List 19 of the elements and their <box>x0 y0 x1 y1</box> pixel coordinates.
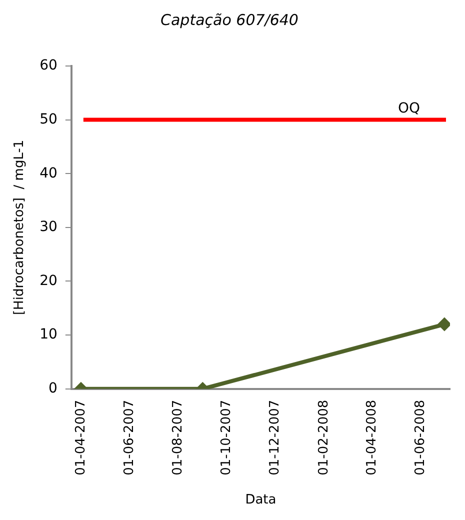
x-tick-label: 01-02-2008 <box>316 400 332 476</box>
y-tick-label: 10 <box>40 326 58 343</box>
x-tick-label: 01-04-2007 <box>73 400 88 476</box>
y-axis-title: [Hidrocarbonetos] / mgL-1 <box>12 140 28 316</box>
x-tick-label: 01-12-2007 <box>267 400 282 476</box>
x-tick-label: 01-08-2007 <box>170 400 186 476</box>
y-tick-label: 30 <box>40 219 58 236</box>
x-tick-label: 01-10-2007 <box>218 400 234 476</box>
y-tick-label: 20 <box>40 272 58 289</box>
y-tick-label: 0 <box>48 380 58 396</box>
x-tick-label: 01-06-2007 <box>122 400 137 476</box>
x-tick-label: 01-06-2008 <box>412 400 428 476</box>
chart-title: Captação 607/640 <box>160 10 298 29</box>
y-tick-label: 60 <box>40 58 58 74</box>
y-tick-label: 50 <box>40 111 58 128</box>
x-axis-title: Data <box>245 492 276 508</box>
x-tick-label: 01-04-2008 <box>364 400 380 476</box>
ref-line-label: OQ <box>398 100 420 116</box>
y-tick-label: 40 <box>40 165 58 182</box>
